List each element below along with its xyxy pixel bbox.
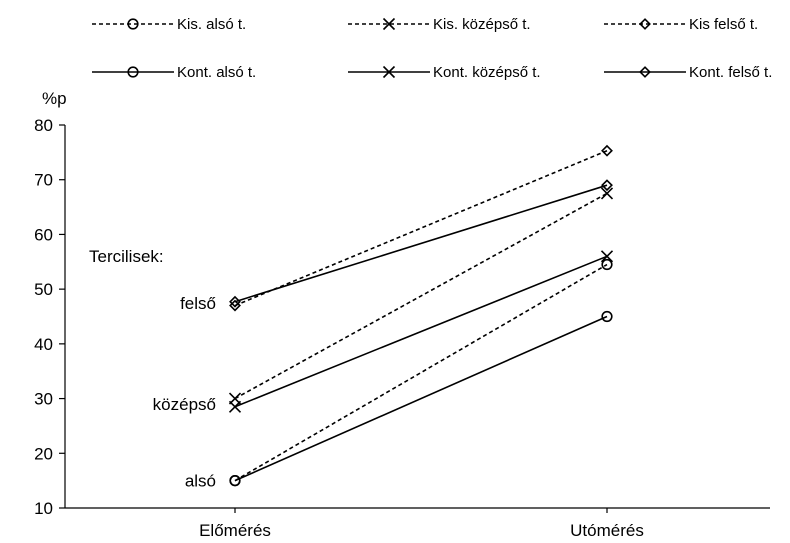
- x-tick-label-0: Előmérés: [199, 521, 271, 540]
- series-line-2: [234, 149, 608, 307]
- axes: %p 10 20 30 40 50 60 70 80 Előmérés Utómérés: [34, 89, 770, 540]
- series-5-point-1: [601, 179, 613, 192]
- series-3-point-0: [229, 475, 241, 487]
- legend-label-5: Kont. felső t.: [689, 64, 772, 81]
- legend-item-2: Kis felső t.: [604, 16, 758, 33]
- series-0: [229, 258, 613, 487]
- series-5-point-0: [229, 295, 241, 308]
- legend-item-3: Kont. alsó t.: [92, 64, 256, 81]
- series-line-0: [234, 263, 608, 482]
- legend-label-2: Kis felső t.: [689, 16, 758, 33]
- series-line-3: [234, 315, 608, 482]
- annotation-1: középső: [153, 395, 216, 414]
- series-4: [228, 250, 614, 413]
- legend-label-4: Kont. középső t.: [433, 64, 541, 81]
- series-1-point-1: [600, 187, 614, 200]
- legend-item-1: Kis. középső t.: [348, 16, 531, 33]
- series-3: [229, 310, 613, 487]
- series-0-point-1: [601, 258, 613, 271]
- legend-item-5: Kont. felső t.: [604, 64, 772, 81]
- legend-item-4: Kont. középső t.: [348, 64, 541, 81]
- legend-marker-4: [382, 65, 396, 79]
- y-tick-label-70: 70: [34, 171, 53, 190]
- y-tick-label-40: 40: [34, 335, 53, 354]
- y-tick-label-20: 20: [34, 444, 53, 463]
- legend-label-0: Kis. alsó t.: [177, 16, 246, 33]
- series-5: [229, 179, 613, 308]
- legend-marker-5: [639, 66, 651, 78]
- annotation-2: alsó: [185, 472, 216, 491]
- annotations: Tercilisek: felső középső alsó: [89, 247, 216, 491]
- series-3-point-1: [601, 310, 613, 323]
- y-axis-label: %p: [42, 89, 67, 108]
- legend-label-3: Kont. alsó t.: [177, 64, 256, 81]
- legend-item-0: Kis. alsó t.: [92, 16, 246, 33]
- annotation-0: felső: [180, 294, 216, 313]
- y-tick-label-30: 30: [34, 390, 53, 409]
- series-4-point-1: [600, 250, 614, 263]
- legend-marker-0: [127, 18, 139, 30]
- legend-label-1: Kis. középső t.: [433, 16, 531, 33]
- series: [228, 144, 614, 487]
- series-line-1: [234, 192, 608, 400]
- series-line-5: [234, 184, 608, 303]
- legend: Kis. alsó t. Kis. középső t. Kis felső t. K…: [92, 16, 772, 81]
- series-2-point-1: [601, 144, 613, 157]
- y-tick-label-80: 80: [34, 116, 53, 135]
- series-1: [228, 187, 614, 405]
- x-tick-label-1: Utómérés: [570, 521, 644, 540]
- series-line-4: [234, 255, 608, 408]
- y-tick-label-50: 50: [34, 280, 53, 299]
- series-4-point-0: [228, 400, 242, 413]
- y-tick-label-60: 60: [34, 225, 53, 244]
- legend-marker-3: [127, 66, 139, 78]
- legend-marker-2: [639, 18, 651, 30]
- annotation-heading: Tercilisek:: [89, 247, 164, 266]
- legend-marker-1: [382, 17, 396, 31]
- y-tick-label-10: 10: [34, 499, 53, 518]
